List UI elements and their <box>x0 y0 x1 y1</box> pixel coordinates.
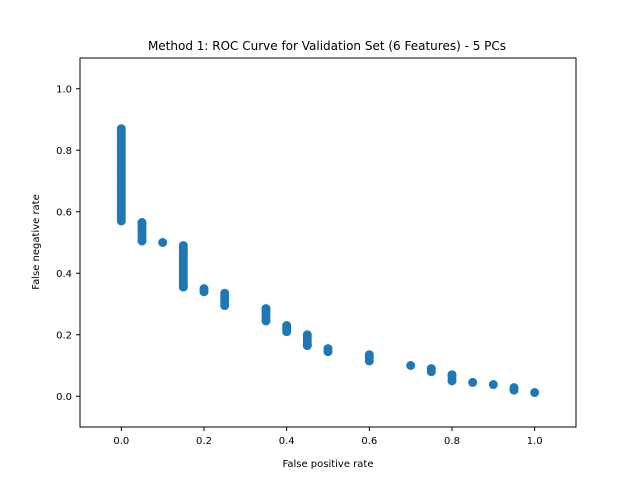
data-point <box>488 380 498 390</box>
data-points <box>116 124 540 398</box>
x-tick-label: 0.8 <box>444 436 460 447</box>
data-point <box>447 376 457 386</box>
y-axis-ticks: 0.0 0.2 0.4 0.6 0.8 1.0 <box>56 84 80 403</box>
data-point <box>530 388 540 398</box>
x-tick-label: 1.0 <box>527 436 543 447</box>
y-tick-label: 0.8 <box>56 146 72 157</box>
data-point <box>302 341 312 351</box>
data-point <box>282 327 292 337</box>
chart-title: Method 1: ROC Curve for Validation Set (… <box>148 39 506 53</box>
x-tick-label: 0.4 <box>279 436 295 447</box>
data-point <box>426 367 436 377</box>
plot-area-frame <box>79 57 577 428</box>
x-tick-label: 0.0 <box>113 436 129 447</box>
data-point <box>261 316 271 326</box>
data-point <box>509 385 519 395</box>
data-point <box>323 347 333 357</box>
y-tick-label: 1.0 <box>56 84 72 95</box>
data-point <box>116 216 126 226</box>
data-point <box>220 301 230 311</box>
x-axis-label: False positive rate <box>283 459 374 470</box>
data-point <box>406 361 416 370</box>
y-tick-label: 0.2 <box>56 330 72 341</box>
data-point <box>137 236 147 246</box>
data-point <box>468 377 478 387</box>
y-tick-label: 0.0 <box>56 392 72 403</box>
x-tick-label: 0.6 <box>361 436 377 447</box>
y-axis-label: False negative rate <box>31 194 42 290</box>
y-tick-label: 0.4 <box>56 269 72 280</box>
data-point <box>158 238 168 247</box>
data-point <box>199 287 209 297</box>
data-point <box>364 356 374 366</box>
x-tick-label: 0.2 <box>196 436 212 447</box>
data-point <box>178 282 188 292</box>
y-tick-label: 0.6 <box>56 207 72 218</box>
x-axis-ticks: 0.0 0.2 0.4 0.6 0.8 1.0 <box>113 427 543 447</box>
